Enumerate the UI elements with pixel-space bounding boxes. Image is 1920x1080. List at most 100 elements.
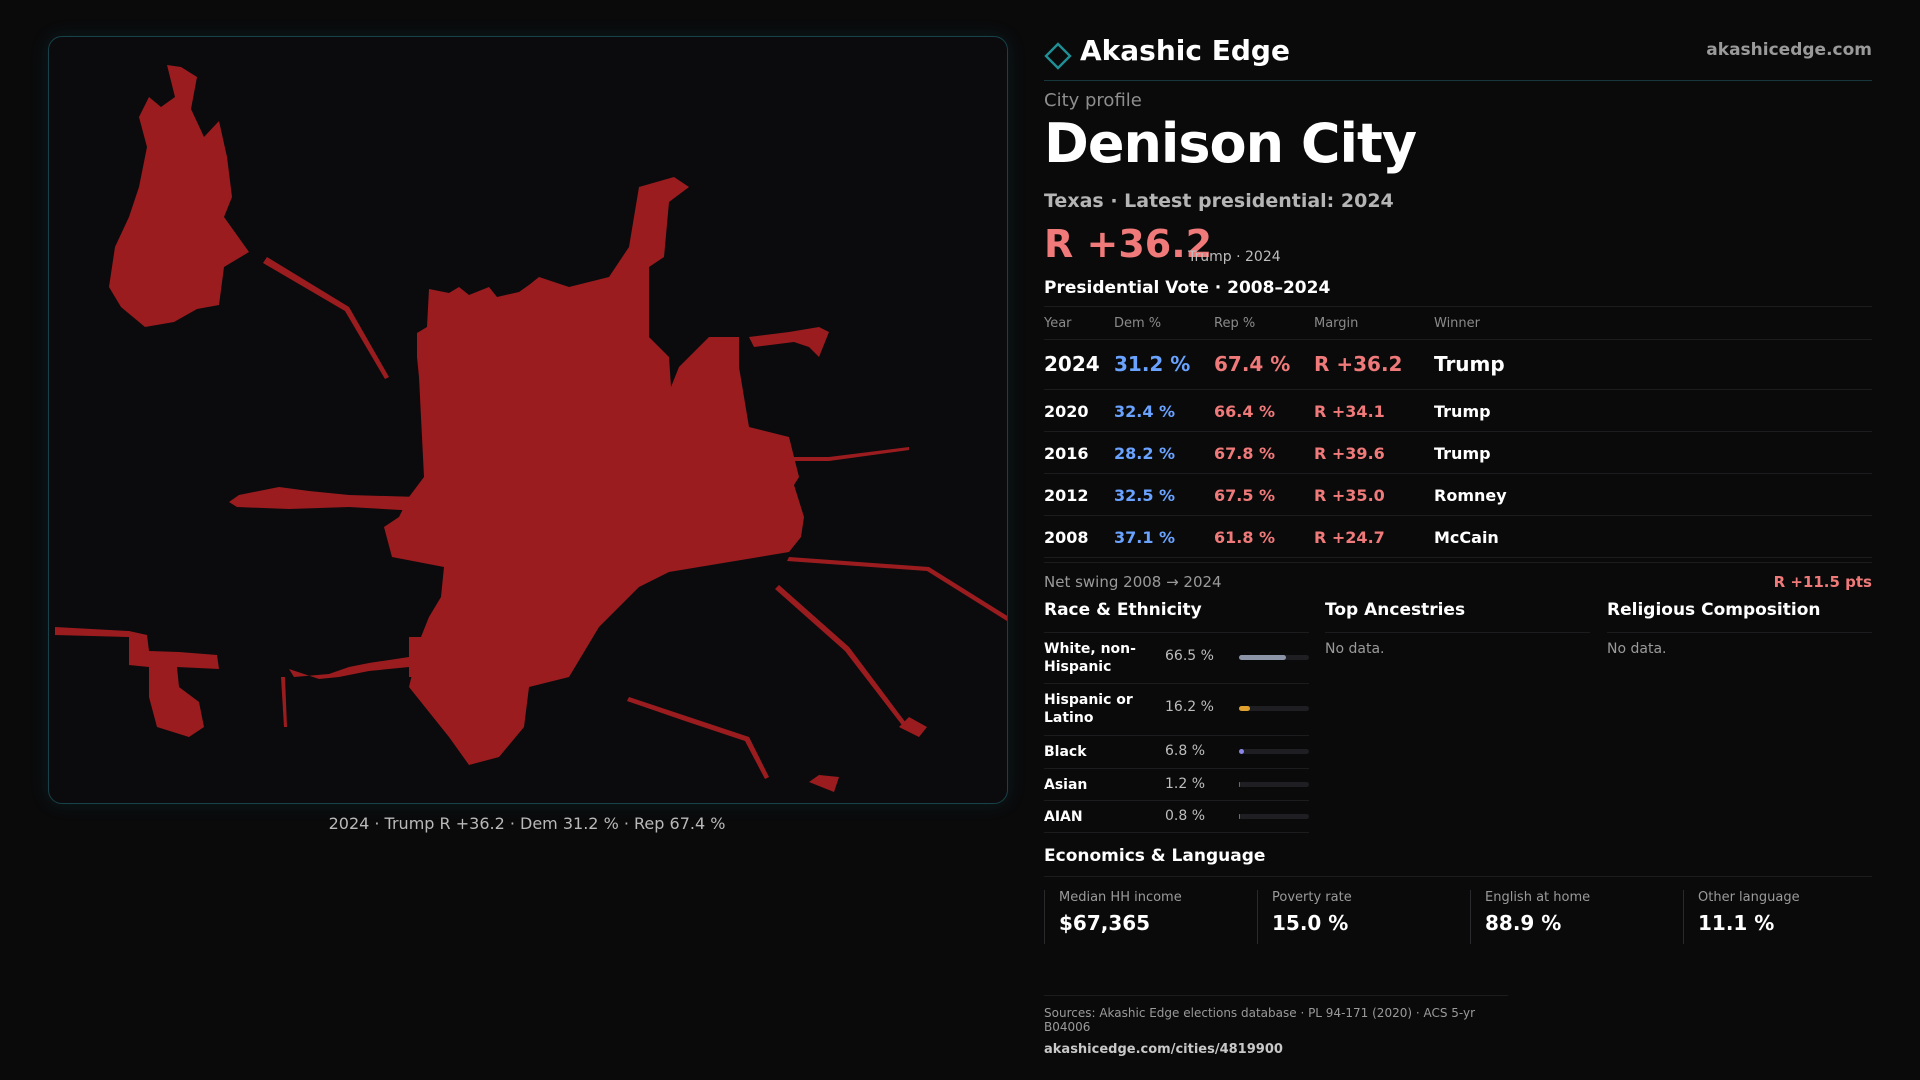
table-row: 2008 37.1 % 61.8 % R +24.7 McCain [1044,516,1872,558]
row-year: 2020 [1044,402,1089,421]
col-year: Year [1044,316,1072,331]
brand-name: Akashic Edge [1080,34,1290,67]
race-value: 1.2 % [1165,776,1206,792]
table-row: 2016 28.2 % 67.8 % R +39.6 Trump [1044,432,1872,474]
race-bar-fill [1239,814,1241,819]
race-bar-fill [1239,749,1244,754]
row-winner: Trump [1434,402,1491,421]
vote-table: Year Dem % Rep % Margin Winner 2024 31.2… [1044,306,1872,558]
race-section-title: Race & Ethnicity [1044,600,1309,633]
table-row: 2020 32.4 % 66.4 % R +34.1 Trump [1044,390,1872,432]
page-title: Denison City [1044,112,1417,175]
race-bar-track [1239,814,1309,819]
footer-sources: Sources: Akashic Edge elections database… [1044,1006,1476,1034]
race-value: 0.8 % [1165,808,1206,824]
race-label: AIAN [1044,809,1083,825]
city-profile-panel: Akashic Edge akashicedge.com City profil… [1044,0,1872,1080]
row-rep: 61.8 % [1214,528,1276,547]
row-year: 2016 [1044,444,1089,463]
col-rep: Rep % [1214,316,1256,331]
econ-value: 11.1 % [1698,911,1775,935]
race-row: White, non-Hispanic 66.5 % [1044,633,1309,684]
map-caption: 2024 · Trump R +36.2 · Dem 31.2 % · Rep … [328,814,726,833]
race-label: White, non-Hispanic [1044,641,1136,675]
brand-url-link[interactable]: akashicedge.com [1706,40,1872,60]
row-margin: R +39.6 [1314,444,1385,463]
race-row: Black 6.8 % [1044,736,1309,769]
brand-header: Akashic Edge akashicedge.com [1044,30,1872,81]
race-list: White, non-Hispanic 66.5 % Hispanic or Lat… [1044,633,1309,833]
row-winner: Romney [1434,486,1507,505]
econ-value: 88.9 % [1485,911,1562,935]
table-row: 2024 31.2 % 67.4 % R +36.2 Trump [1044,340,1872,390]
net-swing-value: R +11.5 pts [1773,573,1872,591]
ancestries-section: Top Ancestries No data. [1325,600,1590,657]
ancestries-empty-text: No data. [1325,641,1385,657]
econ-cell-poverty: Poverty rate 15.0 % [1257,890,1472,944]
race-value: 6.8 % [1165,743,1206,759]
row-rep: 67.8 % [1214,444,1276,463]
ancestries-section-title: Top Ancestries [1325,600,1590,633]
race-bar-fill [1239,706,1251,711]
row-margin: R +35.0 [1314,486,1385,505]
race-row: Hispanic or Latino 16.2 % [1044,684,1309,736]
row-dem: 28.2 % [1114,444,1176,463]
diamond-icon [1044,42,1072,70]
econ-label: English at home [1485,890,1591,905]
econ-value: 15.0 % [1272,911,1349,935]
race-bar-track [1239,782,1309,787]
vote-table-header: Year Dem % Rep % Margin Winner [1044,306,1872,340]
race-value: 66.5 % [1165,648,1214,664]
religion-section-title: Religious Composition [1607,600,1872,633]
city-shape-svg [55,65,1007,792]
econ-cell-english: English at home 88.9 % [1470,890,1685,944]
vote-section-title: Presidential Vote · 2008–2024 [1044,278,1331,298]
row-dem: 37.1 % [1114,528,1176,547]
race-bar-track [1239,706,1309,711]
row-year: 2024 [1044,352,1100,376]
col-winner: Winner [1434,316,1481,331]
econ-label: Other language [1698,890,1800,905]
econ-cell-income: Median HH income $67,365 [1044,890,1259,944]
row-rep: 66.4 % [1214,402,1276,421]
race-ethnicity-section: Race & Ethnicity White, non-Hispanic 66.5… [1044,600,1309,833]
econ-label: Median HH income [1059,890,1182,905]
net-swing-label: Net swing 2008 → 2024 [1044,573,1222,591]
col-margin: Margin [1314,316,1359,331]
econ-value: $67,365 [1059,911,1151,935]
page-kicker: City profile [1044,90,1142,111]
race-label: Asian [1044,777,1088,793]
race-bar-track [1239,749,1309,754]
row-dem: 31.2 % [1114,352,1191,376]
row-winner: Trump [1434,444,1491,463]
col-dem: Dem % [1114,316,1162,331]
econ-cell-other-language: Other language 11.1 % [1683,890,1898,944]
race-value: 16.2 % [1165,699,1214,715]
row-dem: 32.5 % [1114,486,1176,505]
row-rep: 67.4 % [1214,352,1291,376]
net-swing: Net swing 2008 → 2024 R +11.5 pts [1044,562,1872,593]
race-bar-fill [1239,655,1286,660]
race-row: Asian 1.2 % [1044,769,1309,801]
row-margin: R +36.2 [1314,352,1403,376]
religion-empty-text: No data. [1607,641,1667,657]
race-bar-fill [1239,782,1241,787]
race-bar-track [1239,655,1309,660]
footer-url-link[interactable]: akashicedge.com/cities/4819900 [1044,1042,1283,1057]
religion-section: Religious Composition No data. [1607,600,1872,657]
city-boundary-shape [55,65,1007,792]
race-label: Hispanic or Latino [1044,692,1133,726]
city-subtitle: Texas · Latest presidential: 2024 [1044,190,1394,212]
row-year: 2008 [1044,528,1089,547]
row-dem: 32.4 % [1114,402,1176,421]
row-year: 2012 [1044,486,1089,505]
footer: Sources: Akashic Edge elections database… [1044,995,1508,1057]
row-margin: R +34.1 [1314,402,1385,421]
row-winner: McCain [1434,528,1499,547]
city-boundary-map[interactable] [48,36,1008,804]
row-winner: Trump [1434,352,1505,376]
headline-margin: R +36.2 [1044,222,1213,266]
headline-margin-note: Trump · 2024 [1188,249,1281,265]
row-rep: 67.5 % [1214,486,1276,505]
econ-label: Poverty rate [1272,890,1352,905]
